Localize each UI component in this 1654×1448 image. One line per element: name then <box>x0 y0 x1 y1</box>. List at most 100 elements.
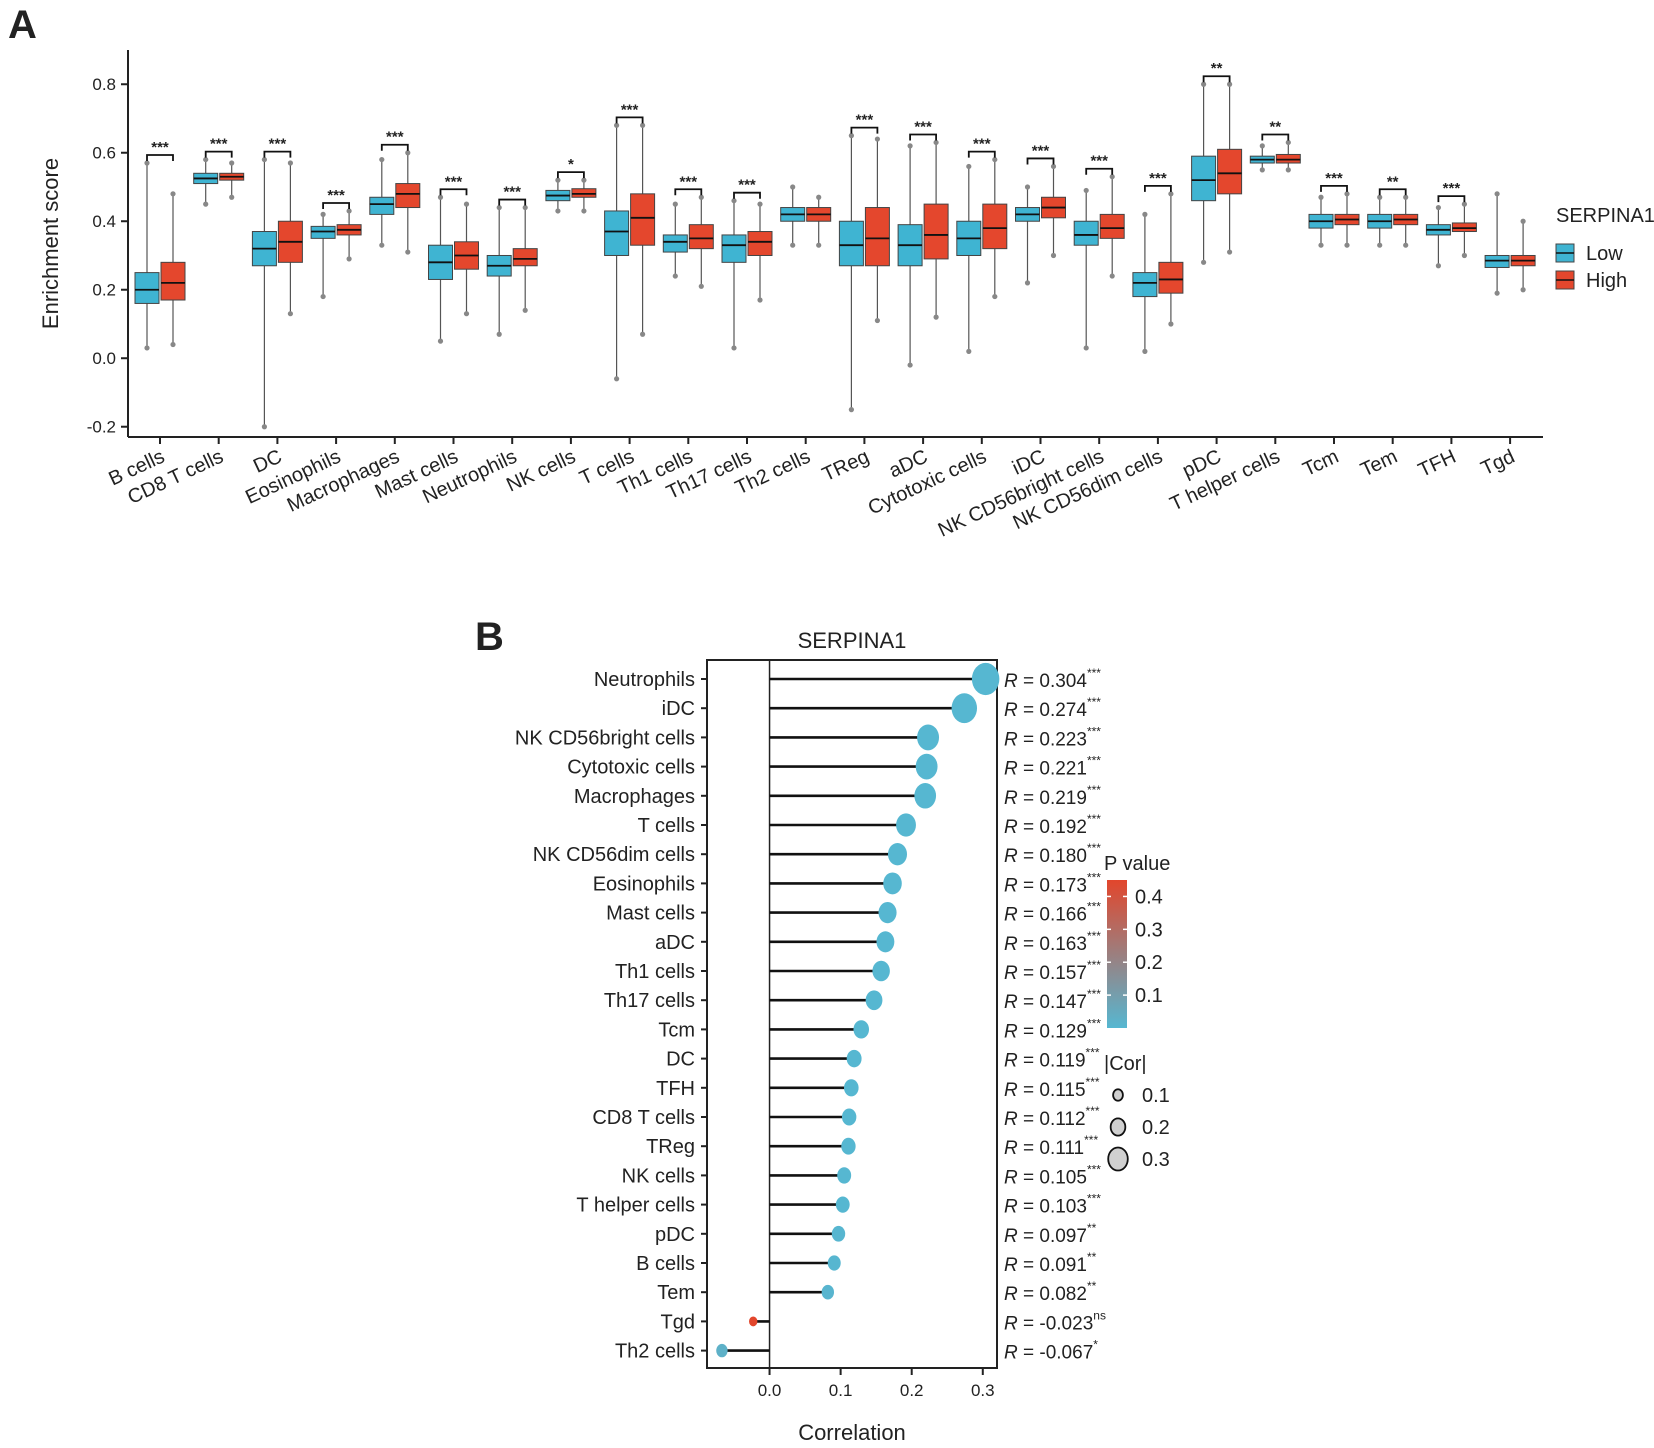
y-tick-label-cytotoxic-cells: Cytotoxic cells <box>567 757 695 779</box>
outlier-high-nk-cd56bright-cells <box>1109 273 1115 279</box>
cor-legend-circle <box>1109 1117 1127 1137</box>
outlier-low-idc <box>1024 280 1031 286</box>
outlier-low-idc <box>1024 184 1031 190</box>
outlier-high-nk-cells <box>581 208 587 214</box>
lollipop-dot-tgd <box>749 1316 758 1327</box>
lollipop-dot-macrophages <box>914 783 937 809</box>
lollipop-dot-t-helper-cells <box>835 1196 850 1213</box>
r-significance: *** <box>1087 695 1101 709</box>
y-tick-label: 0.6 <box>92 144 116 163</box>
y-tick-label: 0.8 <box>92 75 116 94</box>
outlier-low-tem <box>1377 194 1383 200</box>
outlier-low-nk-cells <box>555 208 561 214</box>
outlier-high-tfh <box>1461 252 1467 259</box>
y-tick-label-th2-cells: Th2 cells <box>615 1341 695 1363</box>
outlier-low-tcm <box>1318 194 1324 200</box>
outlier-high-idc <box>1050 252 1057 259</box>
outlier-high-tfh <box>1461 201 1467 207</box>
significance-label-t-helper-cells: ** <box>1269 118 1281 135</box>
outlier-low-tfh <box>1435 204 1441 211</box>
significance-label-tem: ** <box>1387 173 1399 190</box>
x-tick-label: 0.2 <box>900 1381 924 1400</box>
y-tick-label-tcm: Tcm <box>658 1019 695 1041</box>
r-value: = 0.091 <box>1018 1255 1087 1276</box>
box-low-treg <box>838 220 864 267</box>
outlier-low-adc <box>907 362 913 368</box>
y-tick-label-mast-cells: Mast cells <box>606 903 695 925</box>
outlier-high-tem <box>1403 242 1409 248</box>
significance-label-nk-cells: * <box>568 156 574 173</box>
significance-bracket-tcm <box>1320 184 1348 192</box>
r-significance: *** <box>1087 1162 1101 1176</box>
r-symbol: R <box>1004 1226 1018 1247</box>
significance-bracket-neutrophils <box>498 198 527 206</box>
outlier-high-tcm <box>1344 242 1350 248</box>
lollipop-dot-tfh <box>843 1079 859 1097</box>
outlier-high-tem <box>1403 194 1409 200</box>
y-tick-label-tem: Tem <box>657 1282 695 1304</box>
outlier-low-tgd <box>1494 290 1500 296</box>
y-tick-label-tgd: Tgd <box>661 1311 695 1333</box>
outlier-high-pdc <box>1227 81 1233 87</box>
outlier-high-cytotoxic-cells <box>992 293 998 300</box>
outlier-high-mast-cells <box>463 311 470 317</box>
lollipop-dot-treg <box>841 1137 856 1155</box>
r-value: = 0.166 <box>1018 905 1087 926</box>
outlier-low-nk-cd56bright-cells <box>1083 187 1089 194</box>
lollipop-dot-mast-cells <box>878 901 897 924</box>
r-value: = 0.304 <box>1018 671 1088 692</box>
r-symbol: R <box>1004 1109 1018 1130</box>
r-value: = 0.163 <box>1018 934 1087 955</box>
outlier-low-th2-cells <box>790 242 796 248</box>
lollipop-dot-nk-cd56bright-cells <box>917 724 940 751</box>
r-symbol: R <box>1004 1021 1018 1042</box>
significance-bracket-adc <box>909 133 937 141</box>
box-low-t-cells <box>604 210 630 256</box>
y-tick-label-idc: iDC <box>662 698 695 720</box>
y-tick-label-nk-cells: NK cells <box>622 1165 695 1187</box>
outlier-high-mast-cells <box>463 201 470 207</box>
p-legend-label: 0.4 <box>1135 886 1163 908</box>
outlier-low-th1-cells <box>672 201 678 207</box>
outlier-low-cd8-t-cells <box>203 201 209 207</box>
lollipop-dot-nk-cd56dim-cells <box>887 843 908 866</box>
box-low-pdc <box>1191 155 1217 202</box>
outlier-low-tem <box>1377 242 1383 248</box>
box-high-adc <box>923 203 949 260</box>
r-value-label-th17-cells: R = 0.147*** <box>1004 987 1101 1013</box>
y-axis-title: Enrichment score <box>38 158 63 329</box>
lollipop-dot-cytotoxic-cells <box>915 753 938 780</box>
r-significance: *** <box>1087 870 1101 884</box>
y-tick-label-dc: DC <box>666 1049 695 1071</box>
r-significance: *** <box>1087 783 1101 797</box>
p-legend-label: 0.1 <box>1135 985 1163 1007</box>
y-tick-label-nk-cd56bright-cells: NK CD56bright cells <box>515 727 695 749</box>
r-significance: *** <box>1087 666 1101 680</box>
r-value-label-cd8-t-cells: R = 0.112*** <box>1004 1104 1100 1130</box>
outlier-high-th17-cells <box>757 297 763 303</box>
r-symbol: R <box>1004 934 1018 955</box>
significance-bracket-th17-cells <box>733 191 761 199</box>
outlier-low-b-cells <box>144 160 150 166</box>
outlier-high-dc <box>287 311 293 317</box>
outlier-low-tfh <box>1435 263 1441 269</box>
lollipop-dot-tcm <box>853 1020 870 1039</box>
r-symbol: R <box>1004 1138 1018 1159</box>
outlier-high-t-helper-cells <box>1285 139 1291 146</box>
r-significance: * <box>1093 1338 1098 1352</box>
box-low-th17-cells <box>721 234 747 263</box>
x-tick-label-tcm: Tcm <box>1300 446 1343 481</box>
y-tick-label-b-cells: B cells <box>636 1253 695 1275</box>
significance-bracket-cytotoxic-cells <box>967 150 996 158</box>
r-value-label-cytotoxic-cells: R = 0.221*** <box>1004 754 1101 780</box>
significance-bracket-idc <box>1026 157 1055 165</box>
r-value-label-nk-cells: R = 0.105*** <box>1004 1162 1101 1188</box>
r-symbol: R <box>1004 992 1018 1013</box>
r-value-label-adc: R = 0.163*** <box>1004 929 1101 955</box>
outlier-high-b-cells <box>170 341 176 348</box>
r-significance: *** <box>1087 1192 1101 1206</box>
outlier-low-t-helper-cells <box>1259 143 1265 149</box>
significance-bracket-pdc <box>1202 75 1231 83</box>
significance-label-cytotoxic-cells: *** <box>973 136 991 153</box>
outlier-low-neutrophils <box>496 204 502 211</box>
